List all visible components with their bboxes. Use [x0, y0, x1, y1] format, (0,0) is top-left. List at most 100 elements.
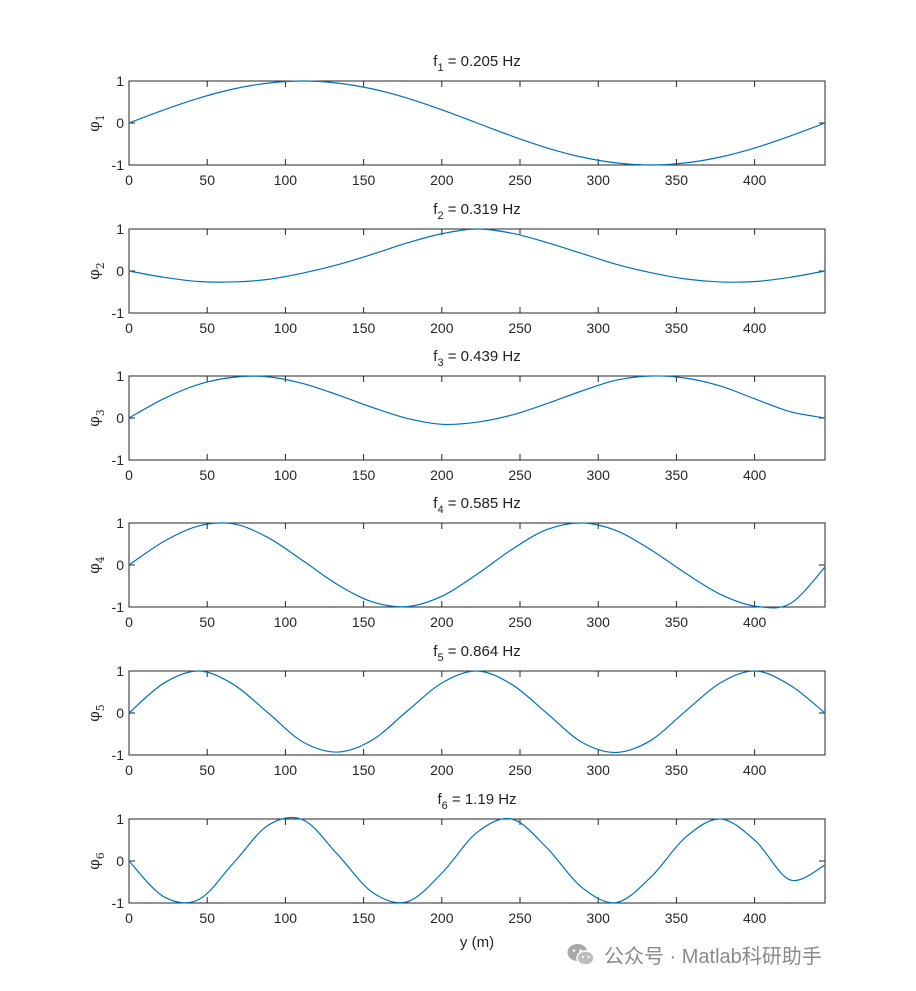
wechat-icon — [567, 943, 595, 966]
x-tick-label: 150 — [352, 910, 376, 926]
x-tick-label: 50 — [199, 320, 215, 336]
y-tick-label: -1 — [112, 895, 125, 911]
series-line — [128, 228, 826, 283]
x-tick-label: 300 — [587, 467, 611, 483]
x-tick-label: 250 — [508, 467, 532, 483]
x-tick-label: 400 — [743, 614, 767, 630]
x-tick-label: 300 — [587, 320, 611, 336]
x-tick-label: 150 — [352, 172, 376, 188]
y-axis-label: φ2 — [85, 262, 107, 280]
subplot-title: f4 = 0.585 Hz — [433, 495, 520, 516]
x-tick-label: 350 — [665, 320, 689, 336]
y-tick-label: 0 — [116, 115, 124, 131]
x-tick-label: 350 — [665, 614, 689, 630]
x-tick-label: 250 — [508, 762, 532, 778]
x-tick-label: 50 — [199, 762, 215, 778]
y-axis-label: φ1 — [85, 114, 107, 132]
x-tick-label: 100 — [274, 467, 298, 483]
x-tick-label: 50 — [199, 467, 215, 483]
x-tick-label: 0 — [125, 910, 133, 926]
y-tick-label: 0 — [116, 705, 124, 721]
y-tick-label: 0 — [116, 410, 124, 426]
x-tick-label: 200 — [430, 762, 454, 778]
subplot-title: f5 = 0.864 Hz — [433, 643, 520, 664]
x-tick-label: 350 — [665, 762, 689, 778]
y-tick-label: -1 — [112, 157, 125, 173]
series-line — [128, 522, 826, 609]
x-tick-label: 250 — [508, 614, 532, 630]
x-tick-label: 100 — [274, 320, 298, 336]
x-tick-label: 150 — [352, 614, 376, 630]
x-tick-label: 100 — [274, 762, 298, 778]
x-tick-label: 0 — [125, 762, 133, 778]
axes-box — [128, 228, 826, 314]
x-tick-label: 350 — [665, 172, 689, 188]
y-axis-label: φ6 — [85, 852, 107, 870]
x-tick-label: 200 — [430, 614, 454, 630]
axes-box — [128, 375, 826, 461]
x-tick-label: 350 — [665, 910, 689, 926]
x-tick-label: 300 — [587, 614, 611, 630]
series-line — [128, 816, 826, 904]
y-tick-label: 1 — [116, 811, 124, 827]
x-tick-label: 50 — [199, 172, 215, 188]
axes-box — [128, 818, 826, 904]
y-axis-label: φ5 — [85, 704, 107, 722]
x-tick-label: 100 — [274, 910, 298, 926]
y-tick-label: -1 — [112, 747, 125, 763]
x-tick-label: 250 — [508, 910, 532, 926]
x-tick-label: 200 — [430, 467, 454, 483]
x-tick-label: 200 — [430, 910, 454, 926]
y-tick-label: 1 — [116, 73, 124, 89]
axes-box — [128, 670, 826, 756]
x-tick-label: 100 — [274, 614, 298, 630]
x-tick-label: 400 — [743, 910, 767, 926]
y-tick-label: 1 — [116, 368, 124, 384]
watermark: 公众号 · Matlab科研助手 — [566, 940, 822, 969]
watermark-text: 公众号 · Matlab科研助手 — [604, 946, 822, 968]
x-tick-label: 150 — [352, 320, 376, 336]
x-tick-label: 250 — [508, 172, 532, 188]
x-tick-label: 300 — [587, 910, 611, 926]
y-tick-label: -1 — [112, 305, 125, 321]
y-tick-label: 1 — [116, 663, 124, 679]
x-tick-label: 0 — [125, 614, 133, 630]
x-tick-label: 250 — [508, 320, 532, 336]
subplot-title: f6 = 1.19 Hz — [437, 791, 516, 812]
x-tick-label: 200 — [430, 172, 454, 188]
x-tick-label: 50 — [199, 910, 215, 926]
x-tick-label: 400 — [743, 467, 767, 483]
subplot-title: f2 = 0.319 Hz — [433, 201, 520, 222]
x-tick-label: 200 — [430, 320, 454, 336]
x-tick-label: 300 — [587, 172, 611, 188]
x-tick-label: 400 — [743, 762, 767, 778]
subplot-title: f1 = 0.205 Hz — [433, 53, 520, 74]
series-line — [128, 80, 826, 166]
x-tick-label: 400 — [743, 172, 767, 188]
y-tick-label: 0 — [116, 557, 124, 573]
series-line — [128, 375, 826, 426]
x-axis-label: y (m) — [460, 934, 494, 951]
x-tick-label: 150 — [352, 467, 376, 483]
y-tick-label: 0 — [116, 853, 124, 869]
y-tick-label: 1 — [116, 221, 124, 237]
x-tick-label: 400 — [743, 320, 767, 336]
x-tick-label: 0 — [125, 172, 133, 188]
y-tick-label: 1 — [116, 515, 124, 531]
x-tick-label: 0 — [125, 467, 133, 483]
subplot-title: f3 = 0.439 Hz — [433, 348, 520, 369]
x-tick-label: 100 — [274, 172, 298, 188]
axes-box — [128, 522, 826, 608]
series-line — [128, 670, 826, 754]
y-tick-label: 0 — [116, 263, 124, 279]
y-axis-label: φ3 — [85, 409, 107, 427]
x-tick-label: 150 — [352, 762, 376, 778]
x-tick-label: 300 — [587, 762, 611, 778]
x-tick-label: 350 — [665, 467, 689, 483]
